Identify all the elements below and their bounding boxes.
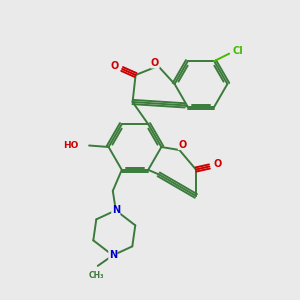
Text: O: O	[110, 61, 119, 71]
Text: HO: HO	[63, 141, 79, 150]
Text: O: O	[214, 158, 222, 169]
Text: CH₃: CH₃	[88, 271, 104, 280]
Text: O: O	[178, 140, 187, 150]
Text: N: N	[112, 206, 120, 215]
Text: N: N	[109, 250, 117, 260]
Text: O: O	[151, 58, 159, 68]
Text: Cl: Cl	[232, 46, 243, 56]
